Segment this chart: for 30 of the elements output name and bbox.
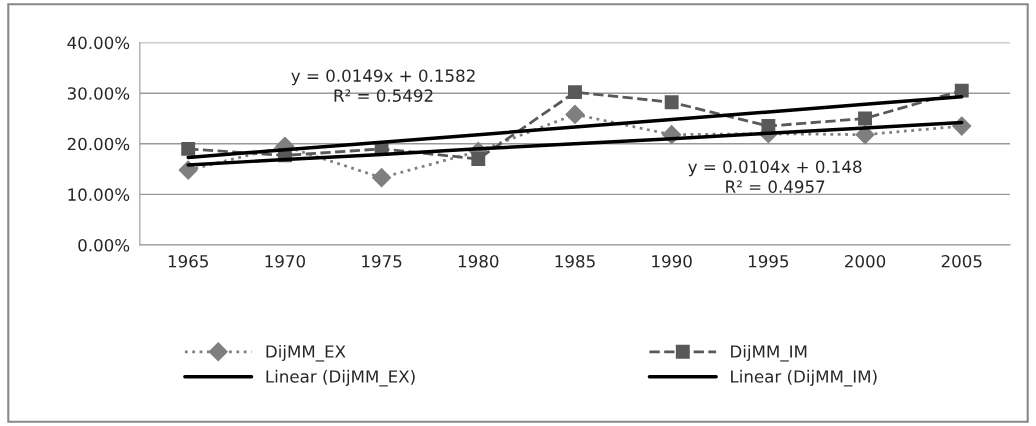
x-tick-label: 1970: [265, 254, 305, 268]
x-tick-label: 1980: [458, 254, 499, 268]
point: [372, 168, 392, 188]
point: [954, 83, 969, 98]
x-tick-label: 1975: [362, 254, 402, 268]
x-tick-label: 1995: [748, 254, 789, 268]
point: [181, 141, 196, 156]
point: [761, 119, 776, 134]
x-tick-label: 1965: [168, 254, 208, 268]
legend-label: Linear (DijMM_EX): [266, 369, 415, 387]
y-tick-label: 10.00%: [68, 188, 130, 201]
x-tick-label: 2000: [845, 254, 886, 268]
legend-label: Linear (DijMM_IM): [731, 369, 877, 387]
annotation: y = 0.0149x + 0.1582 R² = 0.5492: [291, 69, 475, 102]
x-tick-label: 1985: [555, 254, 595, 268]
y-tick-label: 30.00%: [67, 87, 130, 100]
y-tick-label: 0.00%: [78, 238, 130, 252]
y-tick-label: 40.00%: [67, 36, 130, 50]
annotation: y = 0.0104x + 0.148 R² = 0.4957: [688, 160, 862, 193]
point: [855, 125, 875, 145]
x-tick-label: 1990: [652, 254, 692, 268]
point: [858, 111, 873, 126]
point: [568, 85, 582, 100]
y-tick-label: 20.00%: [67, 137, 130, 151]
point: [471, 152, 486, 166]
point: [565, 104, 585, 124]
legend-label: DijMM_EX: [266, 344, 346, 362]
x-tick-label: 2005: [941, 254, 982, 268]
legend-label: DijMM_IM: [731, 344, 807, 362]
point: [664, 95, 679, 110]
